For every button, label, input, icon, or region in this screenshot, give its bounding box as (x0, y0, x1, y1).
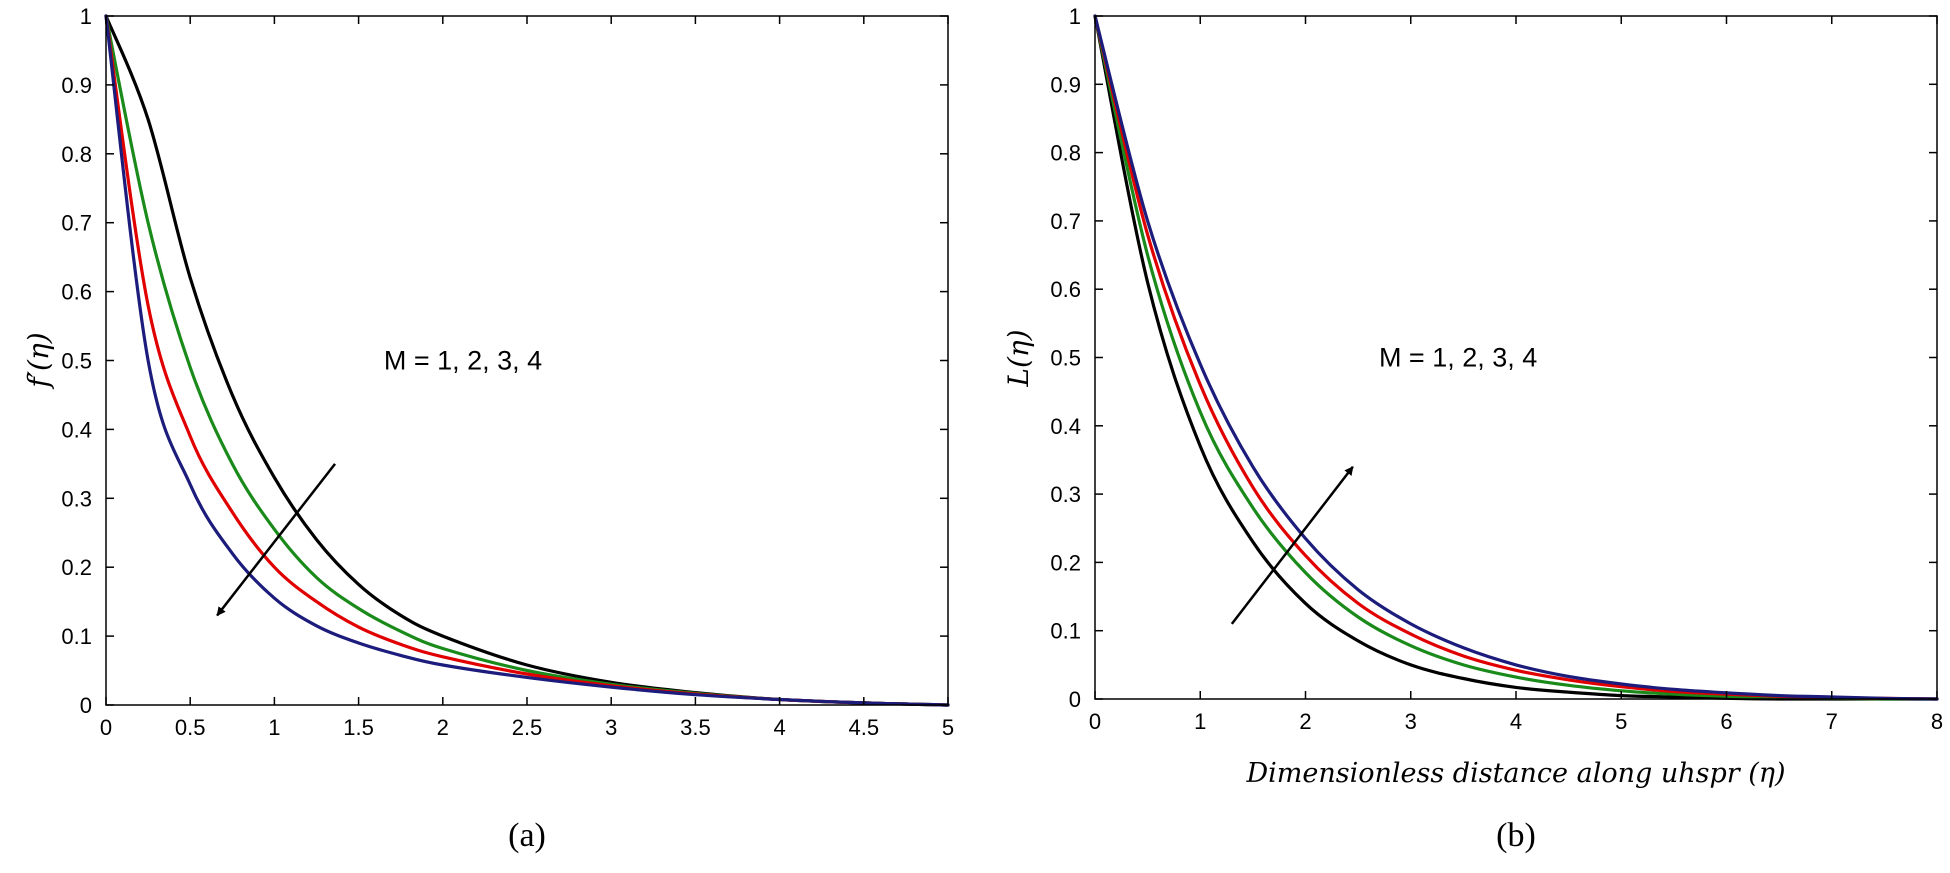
y-tick-label-a: 0.8 (61, 142, 92, 167)
series-layer-a (104, 14, 950, 707)
y-tick-label-a: 0.1 (61, 624, 92, 649)
ticks-layer-b: 0 1 2 3 4 5 6 7 8 0 0.1 0.2 0.3 0.4 0.5 0.6 0.7 0.8 0.9 1 (1050, 4, 1943, 734)
y-tick-label-b: 0.7 (1050, 209, 1081, 234)
y-tick-label-a: 0.3 (61, 486, 92, 511)
y-tick-label-a: 0.4 (61, 417, 92, 442)
parameter-annotation-a: M = 1, 2, 3, 4 (384, 346, 542, 376)
y-tick-label-b: 0.8 (1050, 141, 1081, 166)
y-tick-label-a: 0.2 (61, 555, 92, 580)
x-tick-label-b: 5 (1615, 709, 1627, 734)
chart-panel-a: 0 0.5 1 1.5 2 2.5 3 3.5 4 4.5 5 0 0.1 0.2 0.3 0.4 0.5 0.6… (22, 4, 954, 854)
x-axis-label-b: Dimensionless distance along uhspr (η) (1246, 758, 1786, 789)
y-axis-label-a: f′(η) (22, 332, 55, 389)
x-tick-label-a: 2 (437, 715, 449, 740)
series-line-a-m4 (104, 14, 950, 707)
panel-caption-a: (a) (508, 817, 546, 854)
x-tick-label-a: 0.5 (175, 715, 206, 740)
trend-arrow-a (216, 463, 337, 617)
x-tick-label-a: 4.5 (849, 715, 880, 740)
x-tick-label-b: 8 (1931, 709, 1943, 734)
x-tick-label-b: 3 (1405, 709, 1417, 734)
chart-panel-b: 0 1 2 3 4 5 6 7 8 0 0.1 0.2 0.3 0.4 0.5 0.6 0.7 0.8 0.9 1 M… (1002, 4, 1943, 854)
trend-arrow-b (1230, 466, 1354, 625)
y-tick-label-a: 1 (80, 4, 92, 29)
x-tick-label-b: 1 (1194, 709, 1206, 734)
y-tick-label-a: 0 (80, 693, 92, 718)
y-tick-label-a: 0.5 (61, 349, 92, 374)
y-tick-label-b: 0 (1069, 687, 1081, 712)
x-tick-label-a: 2.5 (512, 715, 543, 740)
y-tick-label-b: 0.5 (1050, 346, 1081, 371)
y-tick-label-b: 0.4 (1050, 414, 1081, 439)
x-tick-label-b: 2 (1299, 709, 1311, 734)
series-line-b-m4 (1093, 14, 1939, 701)
y-tick-label-b: 0.2 (1050, 550, 1081, 575)
y-tick-label-a: 0.9 (61, 73, 92, 98)
ticks-layer-a: 0 0.5 1 1.5 2 2.5 3 3.5 4 4.5 5 0 0.1 0.2 0.3 0.4 0.5 0.6… (61, 4, 954, 740)
y-tick-label-b: 0.6 (1050, 277, 1081, 302)
x-tick-label-a: 1.5 (343, 715, 374, 740)
x-tick-label-b: 6 (1720, 709, 1732, 734)
panel-caption-b: (b) (1496, 817, 1536, 854)
y-axis-label-b: L(η) (1002, 329, 1035, 387)
y-tick-label-a: 0.6 (61, 280, 92, 305)
y-tick-label-a: 0.7 (61, 211, 92, 236)
y-tick-label-b: 0.9 (1050, 72, 1081, 97)
x-tick-label-b: 7 (1826, 709, 1838, 734)
x-tick-label-b: 4 (1510, 709, 1522, 734)
x-tick-label-b: 0 (1089, 709, 1101, 734)
x-tick-label-a: 1 (268, 715, 280, 740)
x-tick-label-a: 4 (773, 715, 785, 740)
y-tick-label-b: 0.3 (1050, 482, 1081, 507)
parameter-annotation-b: M = 1, 2, 3, 4 (1379, 343, 1537, 373)
x-tick-label-a: 5 (942, 715, 954, 740)
x-tick-label-a: 3.5 (680, 715, 711, 740)
y-tick-label-b: 1 (1069, 4, 1081, 29)
x-tick-label-a: 3 (605, 715, 617, 740)
x-tick-label-a: 0 (100, 715, 112, 740)
y-tick-label-b: 0.1 (1050, 619, 1081, 644)
